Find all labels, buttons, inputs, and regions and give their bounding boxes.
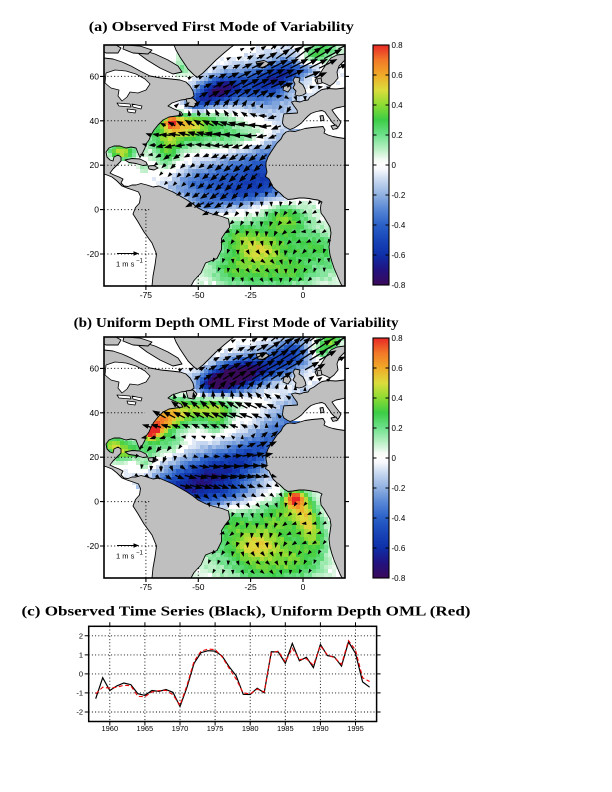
svg-text:0.6: 0.6: [392, 71, 404, 80]
svg-text:0: 0: [301, 582, 306, 592]
svg-text:0.4: 0.4: [392, 394, 404, 403]
svg-text:0.4: 0.4: [392, 101, 404, 110]
svg-text:-2: -2: [76, 708, 83, 717]
svg-text:20: 20: [90, 452, 100, 462]
svg-text:0: 0: [94, 497, 99, 507]
svg-text:-0.2: -0.2: [392, 484, 406, 493]
svg-text:-25: -25: [244, 290, 257, 300]
svg-text:40: 40: [90, 408, 100, 418]
svg-text:1: 1: [79, 650, 83, 659]
svg-text:1 m s: 1 m s: [116, 552, 135, 561]
svg-text:0.2: 0.2: [392, 424, 404, 433]
svg-text:1970: 1970: [172, 724, 189, 733]
svg-text:0.6: 0.6: [392, 364, 404, 373]
svg-text:1980: 1980: [242, 724, 259, 733]
svg-text:−1: −1: [136, 551, 144, 557]
svg-text:-0.6: -0.6: [392, 251, 406, 260]
svg-text:0: 0: [392, 454, 397, 463]
svg-text:20: 20: [90, 160, 100, 170]
svg-text:(b) Uniform Depth OML First Mo: (b) Uniform Depth OML First Mode of Vari…: [74, 315, 399, 331]
svg-text:-75: -75: [140, 582, 153, 592]
svg-text:1 m s: 1 m s: [116, 260, 135, 269]
svg-text:0.8: 0.8: [392, 334, 404, 343]
svg-text:(c) Observed Time Series (Blac: (c) Observed Time Series (Black), Unifor…: [22, 604, 471, 620]
svg-text:0: 0: [392, 161, 397, 170]
svg-text:1965: 1965: [137, 724, 154, 733]
svg-text:1960: 1960: [101, 724, 118, 733]
svg-text:60: 60: [90, 71, 100, 81]
svg-text:0: 0: [94, 205, 99, 215]
svg-text:2: 2: [79, 631, 83, 640]
svg-text:−1: −1: [136, 259, 144, 265]
svg-text:-0.6: -0.6: [392, 544, 406, 553]
svg-text:-1: -1: [76, 688, 83, 697]
svg-text:1975: 1975: [207, 724, 224, 733]
svg-text:0.2: 0.2: [392, 131, 404, 140]
svg-text:60: 60: [90, 363, 100, 373]
svg-text:-0.8: -0.8: [392, 281, 406, 290]
svg-text:0: 0: [301, 290, 306, 300]
svg-text:-50: -50: [192, 290, 205, 300]
svg-text:1995: 1995: [347, 724, 364, 733]
svg-text:1985: 1985: [277, 724, 294, 733]
svg-text:0: 0: [79, 669, 83, 678]
svg-text:-20: -20: [87, 541, 100, 551]
svg-text:-75: -75: [140, 290, 153, 300]
svg-text:-0.8: -0.8: [392, 574, 406, 583]
svg-text:-0.4: -0.4: [392, 514, 406, 523]
svg-text:40: 40: [90, 116, 100, 126]
svg-text:0.8: 0.8: [392, 41, 404, 50]
svg-text:-50: -50: [192, 582, 205, 592]
svg-text:-20: -20: [87, 249, 100, 259]
svg-text:-0.4: -0.4: [392, 221, 406, 230]
svg-text:1990: 1990: [312, 724, 329, 733]
svg-text:-0.2: -0.2: [392, 191, 406, 200]
svg-text:-25: -25: [244, 582, 257, 592]
svg-text:(a) Observed First Mode of Var: (a) Observed First Mode of Variability: [89, 19, 354, 35]
